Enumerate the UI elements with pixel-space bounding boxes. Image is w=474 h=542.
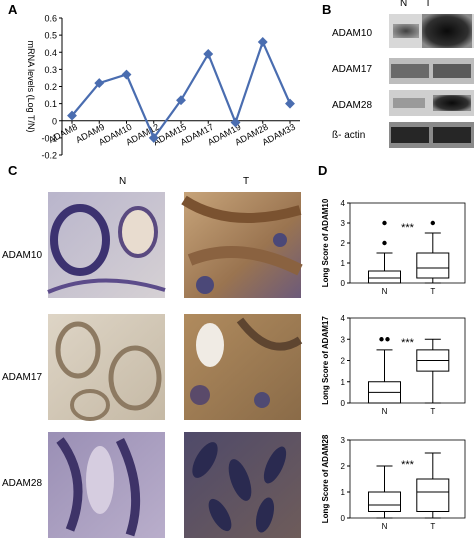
x-tick-label: T: [430, 287, 435, 296]
y-tick-label: 3: [341, 436, 346, 445]
wb-row-label-actin: ß- actin: [332, 130, 366, 141]
data-point: [121, 69, 132, 80]
y-axis-label: mRNA levels (Log T/N): [26, 41, 36, 133]
y-tick-label: -0.1: [41, 133, 57, 143]
histology-t-adam17: [184, 314, 303, 420]
data-point: [67, 110, 77, 121]
histology-n-adam28: [48, 432, 165, 538]
y-tick-label: 2: [341, 462, 346, 471]
panel-letter-d: D: [318, 163, 328, 178]
box-n: N: [368, 220, 401, 296]
y-tick-label: 0.3: [44, 65, 57, 75]
x-tick-label: N: [382, 522, 388, 531]
y-tick-label: 0: [341, 514, 346, 523]
y-tick-label: 3: [341, 219, 346, 228]
x-tick-label: T: [430, 407, 435, 416]
outlier-point: [385, 337, 390, 342]
blot-adam17: [389, 58, 474, 84]
iqr-box: [416, 252, 450, 279]
wb-row-label-adam28: ADAM28: [332, 100, 373, 111]
histology-n-adam17: [48, 314, 165, 421]
y-tick-label: -0.2: [41, 151, 57, 161]
histology-t-adam28: [184, 432, 301, 538]
iqr-box: [368, 491, 401, 512]
box-t: T: [416, 220, 450, 296]
y-tick-label: 0.5: [44, 31, 57, 41]
x-tick-label: N: [382, 407, 388, 416]
y-tick-label: 1: [341, 378, 346, 387]
box-plot-1: 0 1 2 3 4 Long Score of ADAM10 *** N T: [321, 198, 466, 296]
iqr-box: [416, 478, 450, 512]
blot-actin: [389, 122, 474, 148]
y-tick-label: 0: [52, 116, 57, 126]
wb-row-label-adam17: ADAM17: [332, 64, 373, 75]
significance-mark: ***: [401, 222, 415, 234]
blot-adam28: [389, 90, 474, 116]
y-tick-label: 0: [341, 399, 346, 408]
histology-t-adam10: [181, 192, 303, 298]
box-plot-3: 0 1 2 3 Long Score of ADAM28 *** N T: [321, 434, 466, 531]
y-tick-label: 1: [341, 488, 346, 497]
blot-adam10: [389, 14, 474, 48]
y-tick-label: 0.4: [44, 48, 57, 58]
significance-mark: ***: [401, 337, 415, 349]
outlier-point: [379, 337, 384, 342]
wb-lane-label-t: T: [425, 0, 432, 9]
data-point: [176, 95, 186, 106]
outlier-point: [382, 220, 387, 226]
y-tick-label: 0.2: [44, 82, 57, 92]
y-tick-label: 0: [341, 279, 346, 288]
y-axis-label: Long Score of ADAM10: [321, 198, 330, 287]
histology-row-label-adam10: ADAM10: [2, 250, 43, 261]
outlier-point: [430, 220, 435, 226]
y-tick-label: 1: [341, 259, 346, 268]
blot-images: [389, 14, 474, 148]
box-t: T: [416, 338, 450, 416]
outlier-point: [382, 240, 387, 246]
data-point: [148, 132, 159, 143]
y-axis-label: Long Score of ADAM17: [321, 316, 330, 405]
y-tick-label: 2: [341, 357, 346, 366]
wb-lane-label-n: N: [400, 0, 408, 9]
box-plots: 0 1 2 3 4 Long Score of ADAM10 *** N T 0 1 2 3 4 Long …: [321, 198, 466, 531]
panel-letter-c: C: [8, 163, 18, 178]
data-point: [230, 117, 241, 128]
mrna-line-chart: -0.2 -0.1 0 0.1 0.2 0.3 0.4 0.5 0.6 mRNA levels (…: [26, 14, 300, 161]
box-n: N: [368, 465, 401, 531]
y-tick-label: 0.6: [44, 14, 57, 24]
histology-col-label-t: T: [243, 176, 250, 187]
panel-letter-b: B: [322, 2, 332, 17]
data-point: [203, 49, 214, 59]
y-tick-label: 4: [341, 314, 346, 323]
histology-images: [47, 192, 303, 538]
y-tick-label: 3: [341, 335, 346, 344]
western-blot-panel: N T ADAM10 ADAM17 ADAM28 ß- actin: [332, 0, 474, 160]
box-plot-2: 0 1 2 3 4 Long Score of ADAM17 *** N T: [321, 314, 466, 416]
y-tick-label: 0.1: [44, 99, 57, 109]
box-n: N: [368, 337, 401, 416]
histology-n-adam10: [47, 192, 166, 298]
significance-mark: ***: [401, 459, 415, 471]
data-point: [94, 78, 105, 89]
histology-row-label-adam17: ADAM17: [2, 372, 43, 383]
panel-letter-a: A: [8, 2, 18, 17]
y-tick-label: 2: [341, 239, 346, 248]
y-axis-label: Long Score of ADAM28: [321, 434, 330, 523]
plot-frame: [349, 439, 466, 519]
histology-row-label-adam28: ADAM28: [2, 478, 43, 489]
y-tick-label: 4: [341, 199, 346, 208]
histology-col-label-n: N: [119, 176, 127, 187]
box-t: T: [416, 452, 450, 531]
wb-row-label-adam10: ADAM10: [332, 28, 373, 39]
x-tick-label: T: [430, 522, 435, 531]
x-tick-label: N: [382, 287, 388, 296]
iqr-box: [368, 270, 401, 284]
